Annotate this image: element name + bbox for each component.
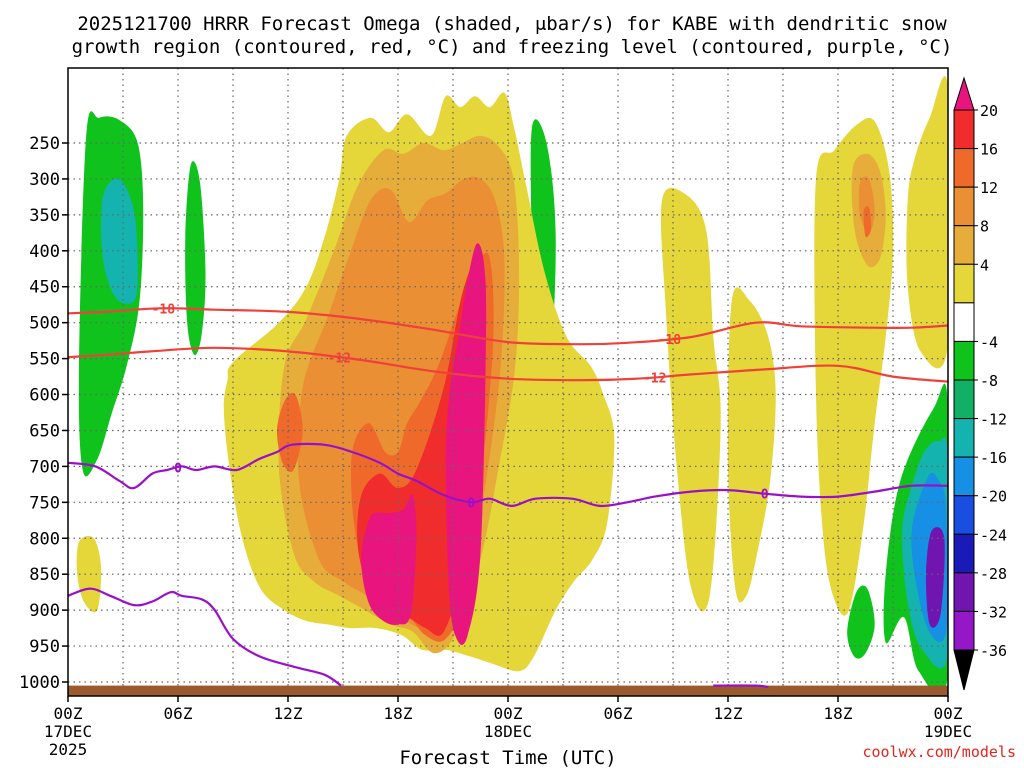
y-tick-label: 550 [29,350,60,370]
x-tick-label: 18Z [384,704,413,723]
colorbar-label: -32 [980,603,1007,621]
omega-region-4-24 [76,536,102,613]
y-tick-label: 300 [29,170,60,190]
colorbar-bin [953,533,975,574]
ground-layer [68,685,948,696]
x-tick-label: 00Z [54,704,83,723]
omega-region--8-4 [847,585,875,659]
omega-region--12-1 [100,178,138,304]
y-axis: 250 300 350 400 450 500 550 600 650 700 750 800 850 9… [19,134,68,693]
y-tick-label: 1000 [19,673,60,693]
y-tick-label: 800 [29,529,60,549]
colorbar-label: -16 [980,449,1007,467]
y-tick-label: 650 [29,421,60,441]
omega-region-24-15 [445,243,487,645]
colorbar-label: -24 [980,526,1007,544]
contour-line-0 [68,307,948,346]
colorbar-top-arrow [953,76,975,111]
omega-region-16-21 [863,206,872,238]
colorbar: 20 16 12 8 4 -4 -8 -12 -16 -20 -24 -28 -32 -36 [953,76,1007,691]
colorbar-bin [953,263,975,304]
contour-label: -18 [658,333,682,348]
grid-layer [68,68,948,696]
colorbar-label: 16 [980,141,998,159]
omega-region--8-2 [185,161,206,356]
contour-label: 0 [467,496,475,511]
colorbar-label: -20 [980,488,1007,506]
contour-line-1 [68,346,948,383]
y-tick-label: 250 [29,134,60,154]
omega-region-4-17 [727,287,776,603]
y-tick-label: 900 [29,601,60,621]
x-tick-label: 12Z [714,704,743,723]
contour-label: 0 [174,461,182,476]
y-tick-label: 600 [29,386,60,406]
colorbar-bin [953,610,975,651]
x-tick-year: 2025 [49,740,88,759]
omega-region-16-16 [276,392,303,473]
colorbar-bin [953,418,975,458]
contour-line-4 [713,684,769,689]
colorbar-label: -8 [980,372,998,390]
colorbar-bin [953,572,975,612]
contour-label: -12 [643,371,666,386]
colorbar-label: 8 [980,218,989,236]
omega-region-24-14 [361,494,417,625]
colorbar-label: 20 [980,102,998,120]
omega-region-4-23 [660,187,721,612]
colorbar-bin [953,340,975,381]
x-tick-label: 06Z [604,704,633,723]
contour-layer [68,307,948,689]
contour-label: 0 [761,488,769,503]
contour-label: -18 [152,302,176,317]
colorbar-label: -4 [980,333,998,351]
y-tick-label: 450 [29,278,60,298]
x-tick-label: 00Z [494,704,523,723]
contour-label: -12 [328,351,351,366]
x-axis-label: Forecast Time (UTC) [399,747,616,768]
omega-region-4-22 [906,76,948,369]
colorbar-bottom-arrow [953,649,975,691]
colorbar-bin [953,379,975,420]
chart-title-line1: 2025121700 HRRR Forecast Omega (shaded, … [77,13,947,35]
y-tick-label: 700 [29,457,60,477]
colorbar-label: -36 [980,642,1007,660]
y-tick-label: 500 [29,314,60,334]
ground-surface [68,685,948,696]
colorbar-bin [953,495,975,535]
contour-line-2 [68,442,948,508]
colorbar-bin [953,148,975,188]
x-tick-label: 18Z [824,704,853,723]
y-tick-label: 750 [29,493,60,513]
contour-line-3 [68,587,342,687]
colorbar-label: -28 [980,565,1007,583]
x-tick-label: 00Z [934,704,963,723]
colorbar-label: 12 [980,179,998,197]
colorbar-bin [953,186,975,227]
x-tick-label: 12Z [274,704,303,723]
colorbar-bin [953,225,975,265]
x-tick-date: 17DEC [44,722,92,741]
colorbar-label: -12 [980,411,1007,429]
omega-region--28-8 [925,527,945,628]
colorbar-bin [953,456,975,497]
omega-shading-layer [76,76,948,696]
colorbar-bin [953,109,975,150]
colorbar-label: 4 [980,256,989,274]
y-tick-label: 950 [29,637,60,657]
x-tick-label: 06Z [164,704,193,723]
y-tick-label: 850 [29,565,60,585]
x-tick-date: 18DEC [484,722,532,741]
y-tick-label: 400 [29,242,60,262]
x-tick-date: 19DEC [924,722,972,741]
credit-text: coolwx.com/models [862,743,1016,761]
colorbar-bin [953,302,975,342]
chart-title-line2: growth region (contoured, red, °C) and f… [72,36,953,58]
y-tick-label: 350 [29,206,60,226]
